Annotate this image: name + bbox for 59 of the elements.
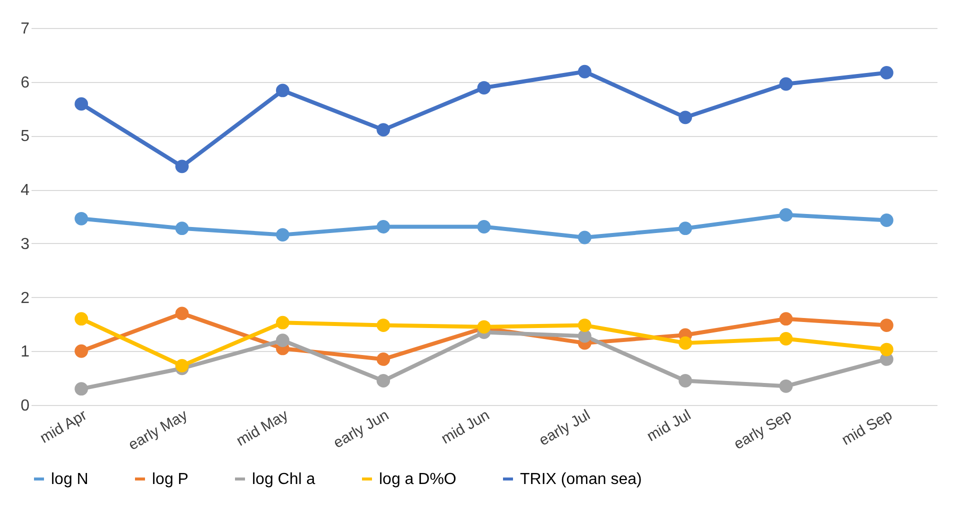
point	[779, 77, 793, 91]
y-tick-label: 1	[20, 344, 30, 361]
point	[880, 342, 894, 356]
point	[477, 81, 491, 94]
point	[376, 220, 390, 234]
point	[74, 97, 88, 111]
point	[578, 329, 592, 343]
x-tick-label: mid Sep	[839, 406, 896, 449]
point	[880, 318, 894, 332]
point	[376, 374, 390, 388]
point	[376, 318, 390, 332]
y-tick-label: 5	[20, 128, 30, 146]
legend-label: TRIX (oman sea)	[520, 471, 642, 488]
y-tick-label: 7	[20, 20, 30, 38]
x-tick-label: mid May	[234, 406, 292, 450]
point	[678, 110, 692, 124]
x-tick-label: mid Apr	[37, 406, 90, 447]
point	[779, 312, 793, 326]
point	[175, 222, 189, 236]
y-tick-label: 6	[20, 74, 30, 92]
point	[477, 220, 491, 234]
point	[678, 374, 692, 388]
y-tick-label: 0	[20, 398, 30, 414]
point	[175, 306, 189, 320]
point	[678, 336, 692, 350]
point	[678, 222, 692, 236]
point	[276, 334, 290, 348]
point	[779, 332, 793, 346]
point	[74, 212, 88, 226]
legend-label: log N	[51, 471, 88, 488]
y-tick-label: 3	[20, 236, 30, 253]
point	[175, 358, 189, 372]
y-tick-label: 2	[20, 290, 30, 307]
point	[880, 214, 894, 227]
point	[74, 382, 88, 396]
x-tick-label: early Jun	[330, 406, 392, 452]
point	[578, 230, 592, 244]
point	[74, 344, 88, 358]
x-tick-label: early Sep	[731, 406, 794, 454]
point	[276, 228, 290, 242]
x-tick-label: early Jul	[536, 406, 594, 450]
point	[276, 316, 290, 330]
point	[578, 318, 592, 332]
point	[276, 84, 290, 98]
point	[74, 312, 88, 326]
x-tick-label: mid Jul	[644, 406, 694, 446]
legend-label: log Chl a	[252, 471, 316, 488]
point	[578, 64, 592, 78]
point	[376, 123, 390, 136]
point	[376, 352, 390, 366]
legend-label: log P	[152, 471, 188, 488]
y-tick-label: 4	[20, 182, 30, 200]
point	[880, 66, 894, 80]
legend-label: log a D%O	[379, 471, 456, 488]
x-tick-label: early May	[126, 406, 191, 454]
point	[779, 208, 793, 222]
point	[779, 379, 793, 393]
x-tick-label: mid Jun	[438, 406, 492, 448]
point	[175, 160, 189, 174]
